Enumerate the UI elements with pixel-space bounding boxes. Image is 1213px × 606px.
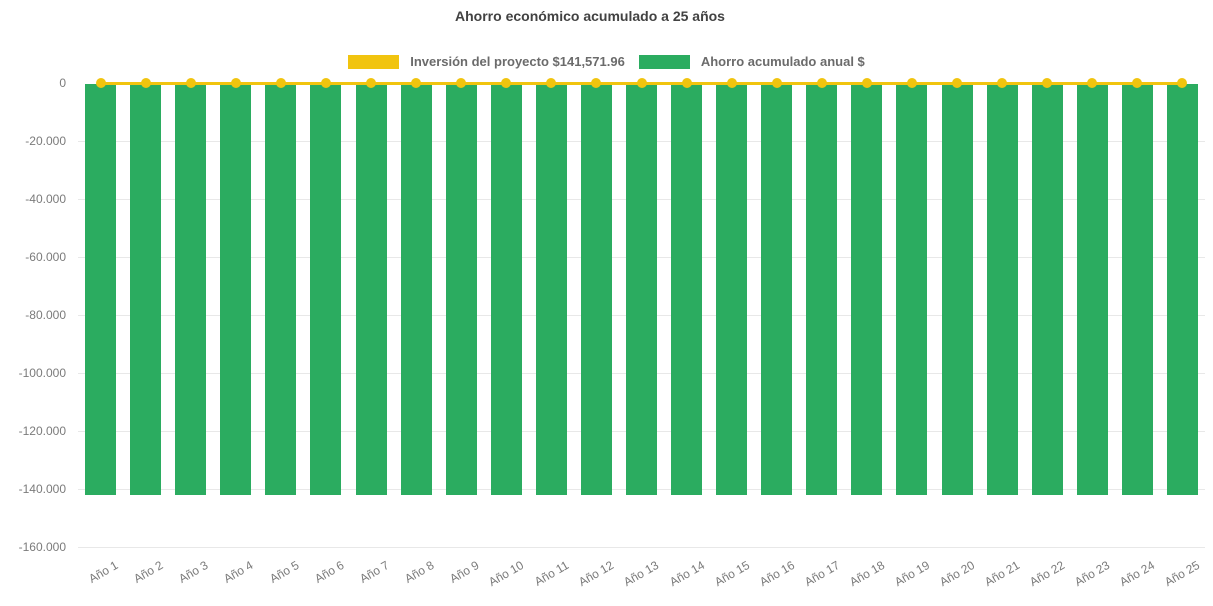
chart-legend: Inversión del proyecto $141,571.96 Ahorr… (0, 54, 1213, 69)
bar-año-23 (1076, 84, 1108, 495)
investment-line-point (456, 78, 467, 88)
bar-año-22 (1031, 84, 1063, 495)
y-tick-label: -60.000 (25, 250, 66, 264)
x-tick-label: Año 24 (1117, 558, 1158, 590)
bar-año-3 (175, 84, 207, 495)
x-axis: Año 1 Año 2 Año 3 Año 4 Año 5 Año 6 Año 7 Año 8… (78, 558, 1205, 598)
investment-line-point (140, 78, 151, 88)
bar-año-24 (1121, 84, 1153, 495)
chart-title: Ahorro económico acumulado a 25 años (455, 8, 725, 24)
x-tick-label: Año 14 (666, 558, 707, 590)
bar-año-2 (130, 84, 162, 495)
legend-swatch-ahorro (638, 54, 690, 69)
y-tick-label: -40.000 (25, 192, 66, 206)
investment-line-point (275, 78, 286, 88)
bar-año-13 (626, 84, 657, 495)
gridline (78, 547, 1205, 548)
y-axis: 0 -20.000 -40.000 -60.000 -80.000 -100.000 -12… (0, 0, 66, 606)
bar-año-17 (806, 84, 838, 495)
x-tick-label: Año 2 (131, 558, 166, 586)
investment-line-point (997, 78, 1008, 88)
investment-line-point (501, 78, 512, 88)
investment-line-point (591, 78, 602, 88)
bar-año-19 (896, 84, 928, 495)
investment-line-point (681, 78, 692, 88)
investment-line-point (861, 78, 872, 88)
bar-año-8 (400, 84, 432, 495)
y-tick-label: -120.000 (18, 424, 66, 438)
investment-line-point (726, 78, 737, 88)
x-tick-label: Año 10 (486, 558, 527, 590)
bar-año-6 (310, 84, 342, 495)
x-tick-label: Año 11 (532, 558, 572, 589)
bar-año-1 (85, 84, 117, 495)
y-tick-label: -80.000 (25, 308, 66, 322)
x-tick-label: Año 3 (176, 558, 211, 586)
plot-area (78, 78, 1205, 548)
bar-año-12 (580, 84, 612, 495)
bar-año-21 (986, 84, 1018, 495)
x-tick-label: Año 5 (266, 558, 301, 586)
x-tick-label: Año 7 (356, 558, 392, 586)
x-tick-label: Año 23 (1072, 558, 1113, 590)
bar-año-9 (445, 84, 477, 495)
investment-line-point (366, 78, 377, 88)
investment-line-point (906, 78, 917, 88)
investment-line-point (320, 78, 331, 88)
x-tick-label: Año 25 (1162, 558, 1203, 590)
investment-line-point (95, 78, 106, 88)
x-tick-label: Año 21 (982, 558, 1023, 590)
bar-año-11 (535, 84, 567, 495)
y-tick-label: 0 (59, 76, 66, 90)
investment-line-point (816, 78, 827, 88)
bar-año-4 (220, 84, 252, 495)
y-tick-label: -20.000 (25, 134, 66, 148)
x-tick-label: Año 12 (576, 558, 617, 590)
x-tick-label: Año 17 (801, 558, 842, 590)
investment-line-point (952, 78, 963, 88)
investment-line-point (185, 78, 196, 88)
legend-label-inversion: Inversión del proyecto $141,571.96 (410, 54, 625, 69)
investment-line-point (771, 78, 782, 88)
bar-año-18 (851, 84, 883, 495)
bar-año-16 (761, 84, 793, 495)
legend-item-inversion: Inversión del proyecto $141,571.96 (348, 54, 625, 69)
bar-año-10 (490, 84, 522, 495)
x-tick-label: Año 16 (756, 558, 797, 590)
bar-año-20 (941, 84, 973, 495)
x-tick-label: Año 19 (892, 558, 932, 590)
legend-label-ahorro: Ahorro acumulado anual $ (700, 54, 865, 69)
y-tick-label: -140.000 (18, 482, 66, 496)
x-tick-label: Año 18 (846, 558, 887, 590)
investment-line-point (1132, 78, 1143, 88)
x-tick-label: Año 15 (711, 558, 752, 590)
bar-año-25 (1166, 84, 1198, 495)
x-tick-label: Año 8 (401, 558, 437, 586)
legend-swatch-inversion (348, 54, 400, 69)
x-tick-label: Año 1 (86, 558, 121, 586)
bar-año-15 (716, 84, 748, 495)
x-tick-label: Año 9 (447, 558, 482, 586)
x-tick-label: Año 4 (221, 558, 256, 586)
x-tick-label: Año 22 (1027, 558, 1068, 590)
x-tick-label: Año 20 (937, 558, 978, 590)
bar-año-5 (265, 84, 297, 495)
investment-line-point (1087, 78, 1098, 88)
investment-line-point (1177, 78, 1188, 88)
x-tick-label: Año 6 (311, 558, 346, 586)
investment-line-point (546, 78, 557, 88)
investment-line-point (411, 78, 422, 88)
x-tick-label: Año 13 (621, 558, 662, 590)
bar-año-7 (355, 84, 387, 495)
bar-año-14 (671, 84, 703, 495)
legend-item-ahorro: Ahorro acumulado anual $ (638, 54, 865, 69)
investment-line-point (230, 78, 241, 88)
investment-line-point (1042, 78, 1053, 88)
y-tick-label: -100.000 (18, 366, 66, 380)
investment-line-point (636, 78, 647, 88)
y-tick-label: -160.000 (18, 540, 66, 554)
